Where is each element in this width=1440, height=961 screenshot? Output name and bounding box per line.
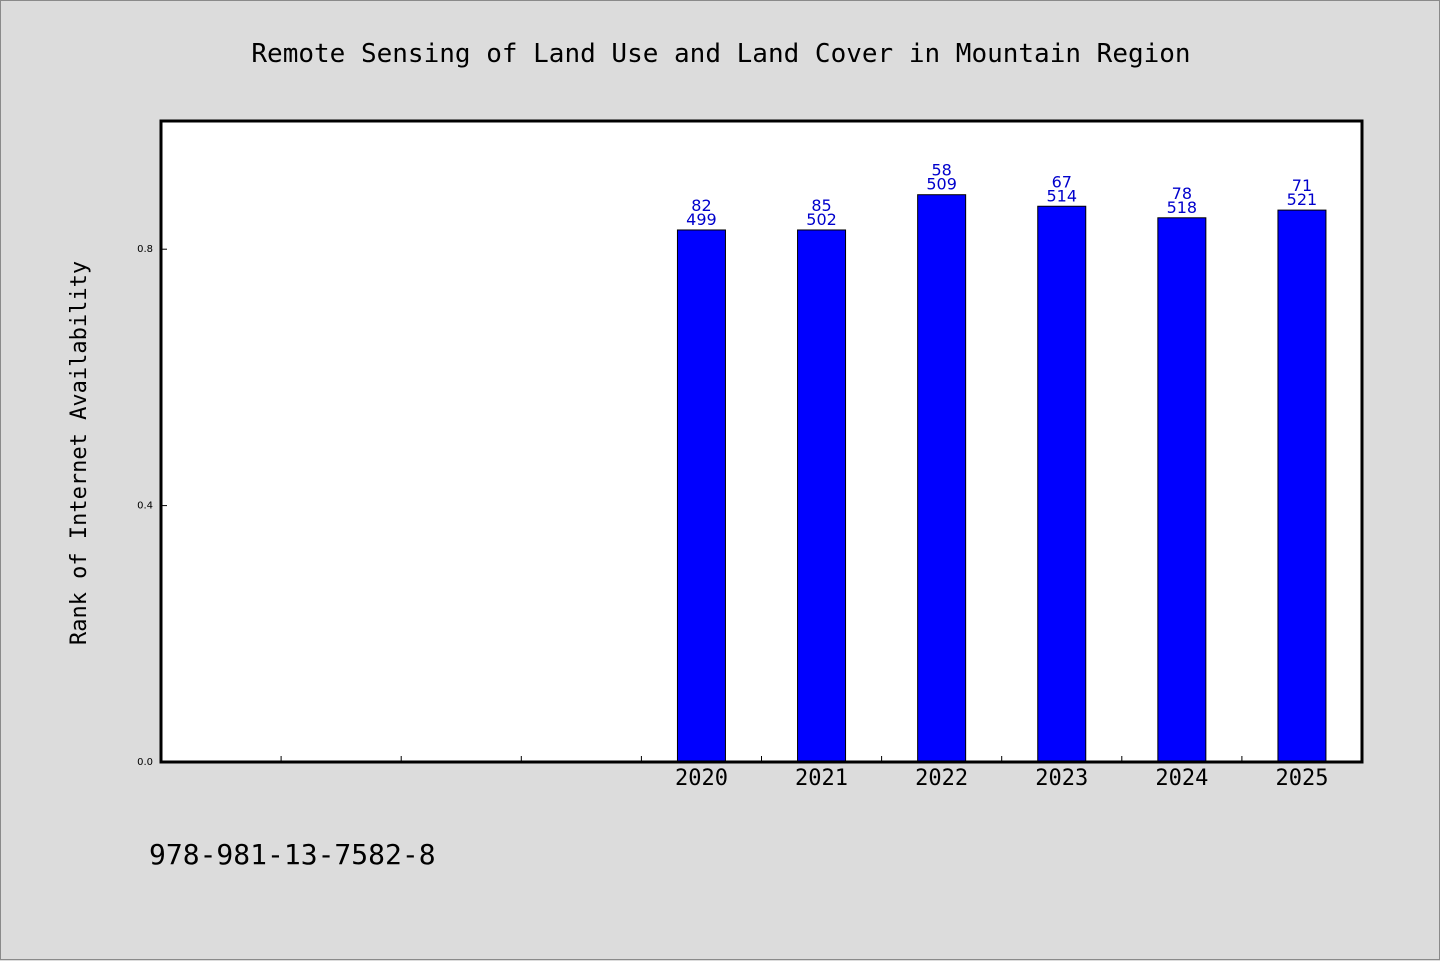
x-tick-label-2022: 2022 bbox=[915, 766, 968, 791]
data-label-2021-1: 85 bbox=[811, 196, 831, 215]
chart-title: Remote Sensing of Land Use and Land Cove… bbox=[251, 39, 1190, 69]
data-label-2024-1: 78 bbox=[1172, 184, 1192, 203]
ticks-layer: 2020 2021 2022 2023 2024 2025 0.0 0.4 0.8 bbox=[137, 244, 1328, 791]
isbn-note: 978-981-13-7582-8 bbox=[149, 838, 436, 871]
y-axis-label: Rank of Internet Availability bbox=[67, 261, 92, 645]
x-tick-label-2025: 2025 bbox=[1275, 766, 1328, 791]
x-tick-label-2020: 2020 bbox=[675, 766, 728, 791]
x-tick-label-2024: 2024 bbox=[1155, 766, 1208, 791]
data-label-2022-2: 509 bbox=[926, 175, 957, 194]
bar-2023 bbox=[1037, 205, 1087, 763]
bar-2021 bbox=[797, 229, 847, 763]
data-label-2021-2: 502 bbox=[806, 210, 837, 229]
bar-2025 bbox=[1277, 209, 1327, 763]
data-label-2020-2: 499 bbox=[686, 210, 717, 229]
y-tick-label: 0.8 bbox=[137, 244, 153, 255]
bars-layer bbox=[676, 194, 1327, 763]
x-tick-label-2021: 2021 bbox=[795, 766, 848, 791]
bar-2022 bbox=[917, 194, 967, 763]
bar-2024 bbox=[1157, 217, 1207, 763]
data-label-2023-2: 514 bbox=[1046, 186, 1077, 205]
data-label-2022-1: 58 bbox=[931, 161, 951, 180]
plot-border bbox=[159, 119, 1364, 764]
x-tick-label-2023: 2023 bbox=[1035, 766, 1088, 791]
data-label-2025-1: 71 bbox=[1292, 176, 1312, 195]
y-tick-label: 0.4 bbox=[137, 501, 153, 512]
data-label-2025-2: 521 bbox=[1287, 190, 1318, 209]
bar-2020 bbox=[676, 229, 726, 763]
data-label-2023-1: 67 bbox=[1052, 172, 1072, 191]
data-label-2024-2: 518 bbox=[1167, 198, 1198, 217]
y-tick-label: 0.0 bbox=[137, 757, 153, 768]
data-label-2020-1: 82 bbox=[691, 196, 711, 215]
